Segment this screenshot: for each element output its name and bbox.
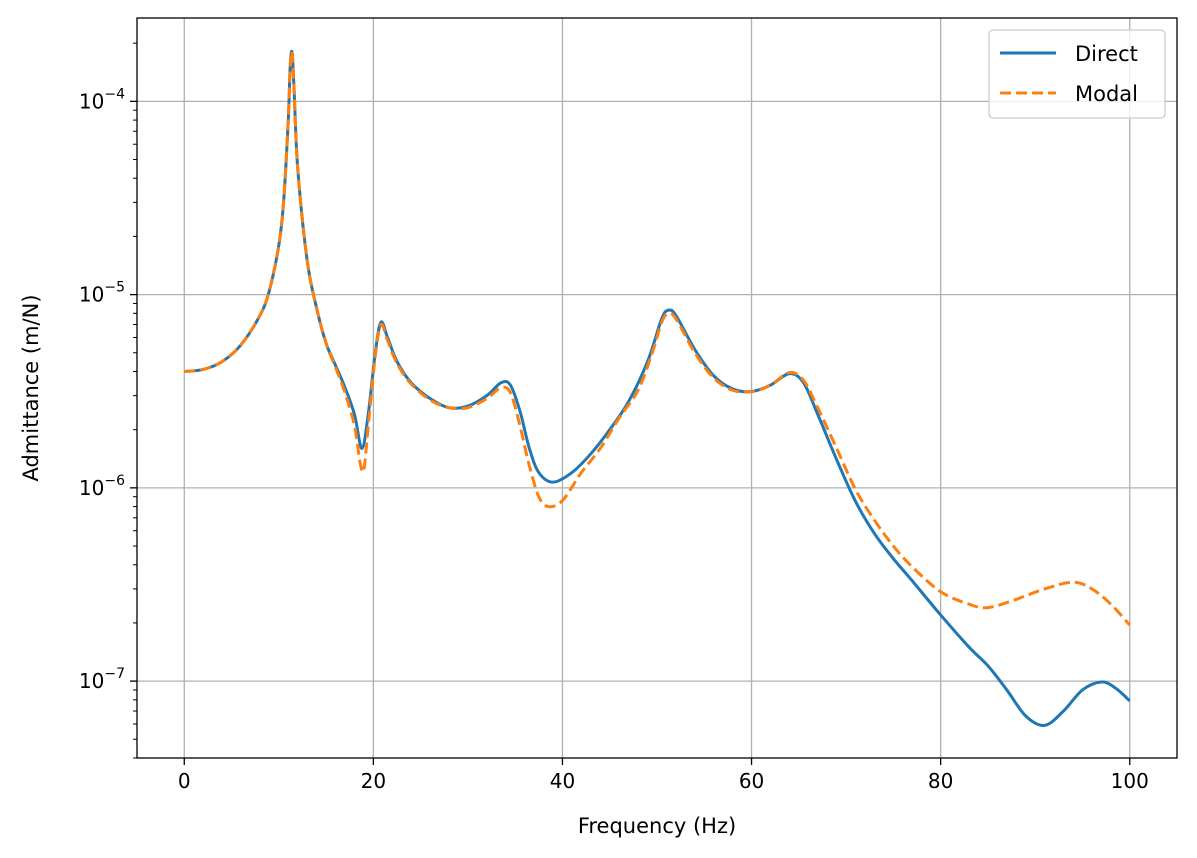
y-tick-label: 10−7 [79,666,125,693]
y-tick-label: 10−5 [79,280,125,307]
legend: Direct Modal [988,29,1166,119]
x-tick-label: 0 [178,769,191,793]
plot-frame [136,17,1178,759]
x-tick-label: 80 [928,769,953,793]
y-axis-label: Admittance (m/N) [19,294,43,481]
legend-label-modal: Modal [1075,82,1138,106]
plot-lines [184,49,1131,727]
series-line-modal [184,49,1131,627]
y-tick-label: 10−6 [79,473,125,500]
x-axis-label: Frequency (Hz) [578,814,736,838]
y-tick-label: 10−4 [79,86,125,113]
x-tick-label: 60 [739,769,764,793]
x-tick-label: 100 [1111,769,1149,793]
x-tick-label: 40 [550,769,575,793]
legend-label-direct: Direct [1075,42,1138,66]
x-tick-label: 20 [361,769,386,793]
axis-ticks: 0 20 40 60 80 100 10−7 10−6 10−5 10−4 [79,42,1149,793]
